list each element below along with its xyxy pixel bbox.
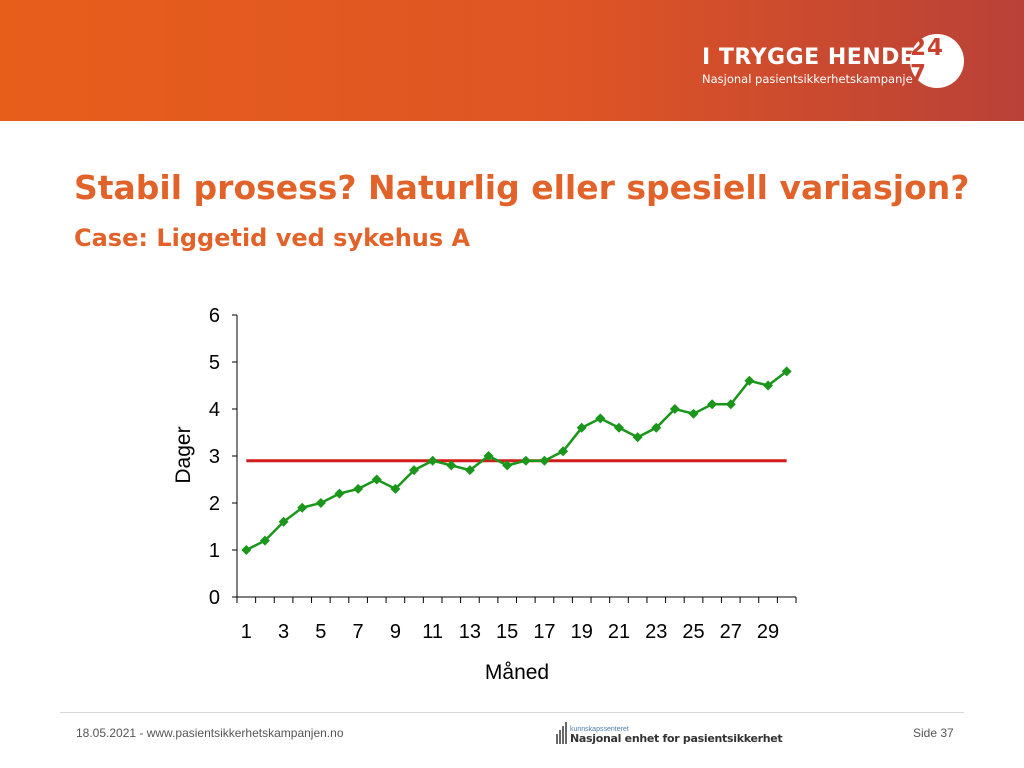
y-tick-label: 6: [209, 305, 220, 327]
data-point: [558, 446, 569, 457]
footer-divider: [60, 712, 964, 713]
data-point: [613, 422, 624, 433]
data-point: [632, 432, 643, 443]
data-point: [576, 422, 587, 433]
data-point: [278, 516, 289, 527]
slide-subtitle: Case: Liggetid ved sykehus A: [74, 224, 471, 252]
x-tick-label: 25: [682, 621, 704, 643]
y-tick-label: 2: [209, 493, 220, 515]
x-tick-label: 13: [459, 621, 481, 643]
x-tick-label: 21: [608, 621, 630, 643]
y-tick-label: 5: [209, 352, 220, 374]
data-point: [371, 474, 382, 485]
data-point: [464, 465, 475, 476]
y-tick-label: 4: [209, 399, 220, 421]
brand-title: I TRYGGE HENDER: [702, 45, 933, 70]
logo-bars-icon: [556, 722, 567, 744]
series-group: [241, 366, 792, 555]
x-tick-label: 1: [241, 621, 252, 643]
data-point: [483, 451, 494, 461]
x-tick-label: 17: [533, 621, 555, 643]
data-point: [744, 375, 755, 386]
data-point: [651, 422, 662, 433]
kunnskapssenteret-logo: kunnskapssenteret Nasjonal enhet for pas…: [556, 722, 783, 745]
data-point: [707, 399, 718, 410]
logo-small-text: kunnskapssenteret: [570, 726, 629, 733]
x-tick-label: 7: [353, 621, 364, 643]
brand-subtitle: Nasjonal pasientsikkerhetskampanje: [702, 72, 913, 86]
data-point: [725, 399, 736, 410]
x-tick-label: 11: [422, 621, 443, 643]
y-axis-label: Dager: [172, 426, 195, 483]
data-point: [539, 455, 550, 466]
logo-main-text: Nasjonal enhet for pasientsikkerhet: [570, 732, 783, 745]
x-axis-label: Måned: [485, 661, 549, 684]
slide-title: Stabil prosess? Naturlig eller spesiell …: [74, 168, 970, 207]
x-tick-label: 23: [645, 621, 667, 643]
data-point: [520, 455, 531, 466]
data-point: [502, 460, 513, 471]
x-tick-label: 27: [720, 621, 742, 643]
brand-badge: 24 7: [910, 34, 964, 88]
x-tick-label: 5: [315, 621, 326, 643]
data-point: [595, 413, 606, 424]
data-point: [241, 545, 252, 555]
x-tick-label: 15: [496, 621, 518, 643]
footer-date-url: 18.05.2021 - www.pasientsikkerhetskampan…: [76, 726, 344, 740]
data-point: [409, 465, 420, 476]
y-tick-label: 0: [209, 587, 220, 609]
campaign-logo: I TRYGGE HENDER Nasjonal pasientsikkerhe…: [702, 45, 933, 87]
data-point: [297, 502, 308, 513]
data-point: [446, 460, 457, 471]
data-point: [334, 488, 345, 499]
y-tick-label: 3: [209, 446, 220, 468]
page-number: Side 37: [913, 726, 954, 740]
data-point: [427, 455, 438, 466]
data-point: [315, 498, 326, 508]
data-point: [763, 380, 774, 391]
x-tick-label: 9: [390, 621, 401, 643]
x-tick-label: 29: [757, 621, 779, 643]
x-tick-label: 3: [278, 621, 289, 643]
y-tick-label: 1: [209, 540, 220, 562]
data-point: [688, 408, 699, 419]
header-banner: I TRYGGE HENDER Nasjonal pasientsikkerhe…: [0, 0, 1024, 121]
data-point: [353, 483, 364, 494]
x-tick-label: 19: [571, 621, 593, 643]
data-point: [669, 404, 680, 414]
data-point: [781, 366, 792, 377]
data-point: [259, 535, 270, 546]
data-point: [390, 483, 401, 494]
